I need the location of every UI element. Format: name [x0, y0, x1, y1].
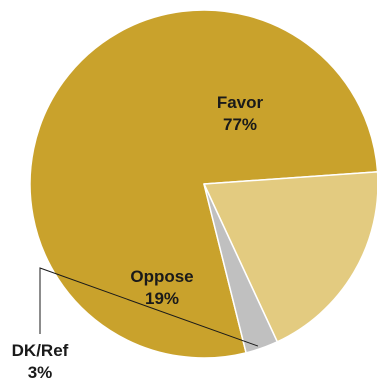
labels-layer: Favor 77% Oppose 19% DK/Ref 3% — [12, 93, 264, 382]
dk-ref-label: DK/Ref — [12, 341, 69, 360]
slices-layer — [29, 9, 377, 359]
favor-value: 77% — [223, 115, 257, 134]
oppose-value: 19% — [145, 289, 179, 308]
pie-slice-dk-ref — [203, 183, 279, 354]
oppose-label: Oppose — [130, 267, 193, 286]
pie-slice-oppose — [203, 171, 377, 343]
dk-ref-leader-line — [39, 267, 259, 347]
dk-ref-value: 3% — [28, 363, 53, 382]
favor-label: Favor — [217, 93, 264, 112]
